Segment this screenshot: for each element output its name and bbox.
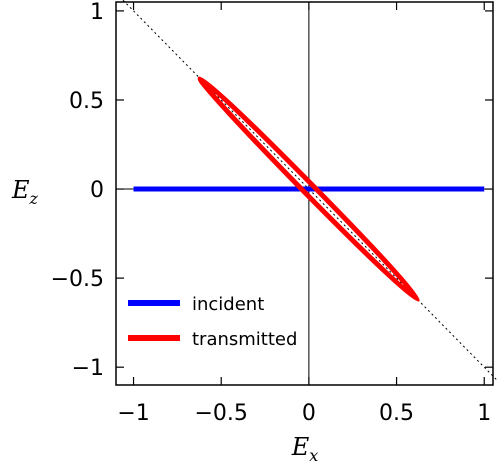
- x-tick-label: 1: [477, 401, 491, 426]
- x-tick-label: −1: [117, 401, 149, 426]
- y-tick-label: 0.5: [69, 89, 104, 114]
- plot-frame: [115, 1, 494, 386]
- y-tick-label: 1: [90, 0, 104, 25]
- x-tick-label: 0.5: [379, 401, 414, 426]
- tick-marks: [116, 2, 493, 385]
- y-tick-label: −0.5: [51, 267, 104, 292]
- series-transmitted-ellipse: [197, 76, 421, 303]
- legend: incident transmitted: [128, 294, 297, 350]
- x-tick-label: 0: [302, 401, 316, 426]
- legend-label-incident: incident: [192, 294, 264, 315]
- y-tick-labels: −1 −0.5 0 0.5 1: [51, 0, 104, 381]
- series-layer: [133, 76, 485, 303]
- x-tick-label: −0.5: [194, 401, 247, 426]
- y-tick-label: 0: [90, 178, 104, 203]
- y-tick-label: −1: [72, 356, 104, 381]
- plot-area: [115, 0, 498, 386]
- x-tick-labels: −1 −0.5 0 0.5 1: [117, 401, 491, 426]
- x-axis-label: Ex: [291, 433, 319, 465]
- y-axis-label: Ez: [11, 176, 39, 208]
- legend-label-transmitted: transmitted: [192, 329, 297, 350]
- dotted-diagonal-line: [122, 0, 498, 382]
